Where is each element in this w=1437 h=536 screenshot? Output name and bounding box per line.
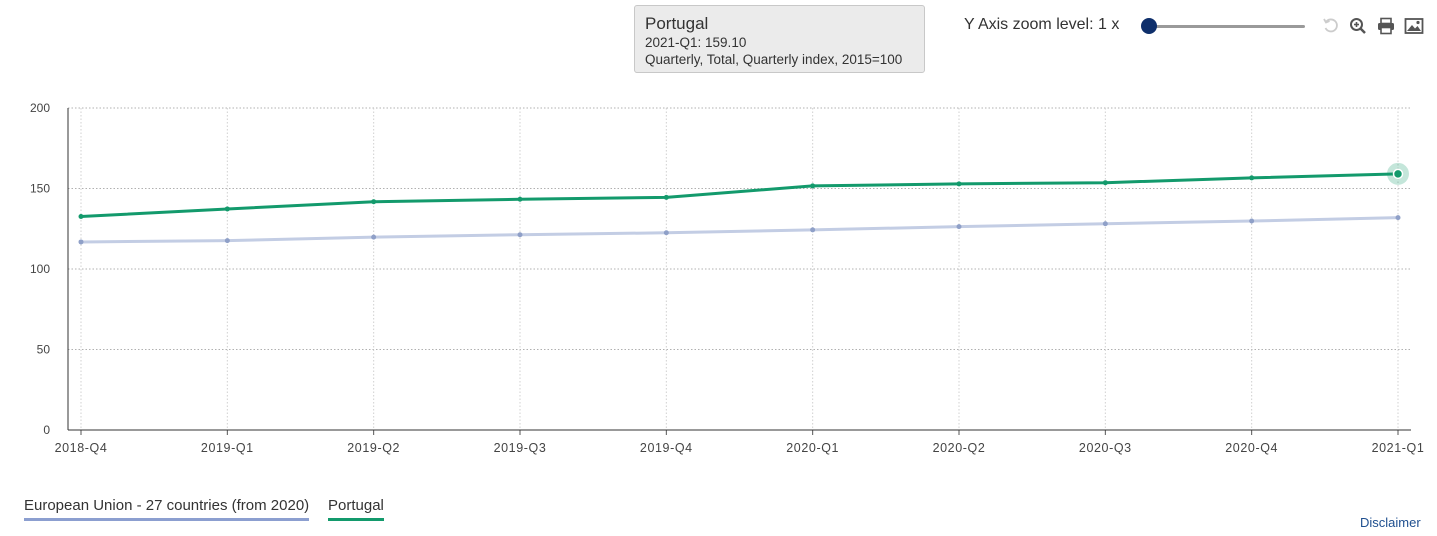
data-point xyxy=(224,238,230,244)
data-point xyxy=(371,199,377,205)
y-tick-label: 150 xyxy=(30,182,50,196)
x-tick-label: 2020-Q3 xyxy=(1079,441,1132,455)
data-point xyxy=(224,206,230,212)
x-tick-label: 2019-Q1 xyxy=(201,441,254,455)
data-point xyxy=(1395,215,1401,221)
y-tick-label: 200 xyxy=(30,101,50,115)
data-point xyxy=(1102,180,1108,186)
series-line-0 xyxy=(80,216,1399,244)
x-tick-label: 2018-Q4 xyxy=(55,441,108,455)
series-line-1 xyxy=(80,172,1399,219)
download-image-icon[interactable] xyxy=(1404,16,1424,36)
data-point xyxy=(1249,175,1255,181)
y-tick-label: 100 xyxy=(30,262,50,276)
x-tick-label: 2019-Q3 xyxy=(494,441,547,455)
x-tick-label: 2019-Q2 xyxy=(347,441,400,455)
data-point xyxy=(517,196,523,202)
data-point xyxy=(78,214,84,220)
y-tick-label: 0 xyxy=(43,423,50,437)
data-point xyxy=(810,183,816,189)
x-tick-label: 2020-Q1 xyxy=(786,441,839,455)
x-tick-label: 2020-Q2 xyxy=(933,441,986,455)
zoom-slider-thumb[interactable] xyxy=(1141,18,1157,34)
data-point xyxy=(810,227,816,233)
data-point xyxy=(78,239,84,245)
data-point xyxy=(663,194,669,200)
x-tick-label: 2020-Q4 xyxy=(1225,441,1278,455)
tooltip-title: Portugal xyxy=(645,14,709,33)
reset-zoom-icon[interactable] xyxy=(1321,16,1341,36)
x-tick-label: 2019-Q4 xyxy=(640,441,693,455)
x-tick-label: 2021-Q1 xyxy=(1372,441,1425,455)
data-tooltip: Portugal 2021-Q1: 159.10 Quarterly, Tota… xyxy=(634,5,925,73)
zoom-slider-track[interactable] xyxy=(1148,25,1305,28)
data-point xyxy=(956,224,962,230)
data-point xyxy=(517,232,523,238)
data-point xyxy=(956,181,962,187)
data-point xyxy=(1249,218,1255,224)
zoom-slider[interactable] xyxy=(1140,16,1305,36)
y-tick-label: 50 xyxy=(37,343,51,357)
tooltip-value: 2021-Q1: 159.10 xyxy=(645,35,747,50)
legend-item-eu27[interactable]: European Union - 27 countries (from 2020… xyxy=(24,497,310,521)
data-point xyxy=(371,234,377,240)
print-icon[interactable] xyxy=(1376,16,1396,36)
legend-item-portugal[interactable]: Portugal xyxy=(328,497,384,521)
data-point xyxy=(1102,221,1108,227)
highlighted-point xyxy=(1392,168,1404,180)
zoom-in-icon[interactable] xyxy=(1348,16,1368,36)
tooltip-description: Quarterly, Total, Quarterly index, 2015=… xyxy=(645,52,903,67)
zoom-level-label: Y Axis zoom level: 1 x xyxy=(964,16,1120,33)
disclaimer-link[interactable]: Disclaimer xyxy=(1360,515,1421,530)
data-point xyxy=(663,230,669,236)
